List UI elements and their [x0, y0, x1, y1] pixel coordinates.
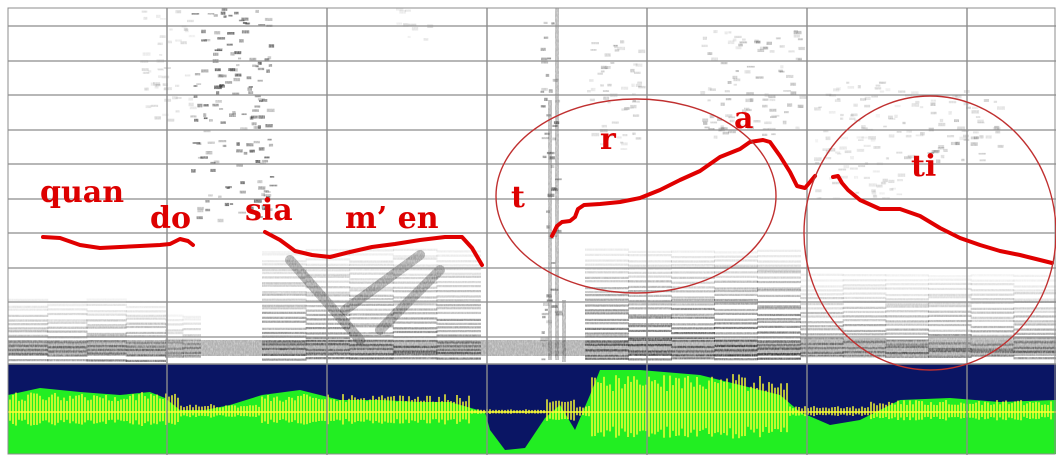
syllable-label-t: t — [511, 180, 525, 215]
pitch-segment-ti — [831, 174, 1054, 265]
syllable-label-quan: quan — [40, 175, 125, 210]
syllable-label-ti: ti — [911, 149, 937, 184]
waveform — [8, 364, 1056, 454]
syllable-label-r: r — [600, 122, 616, 157]
pitch-segment-siamen — [263, 230, 484, 267]
syllable-label-do: do — [150, 201, 191, 236]
highlight-circle-tra — [495, 98, 777, 294]
syllable-label-a: a — [734, 101, 754, 136]
pitch-segment-quando — [41, 235, 195, 250]
waveform-envelope — [8, 370, 1056, 454]
figure-border — [7, 7, 1056, 455]
highlight-circle-ti — [803, 95, 1056, 371]
highlight-circles — [495, 95, 1056, 371]
syllable-label-men: m’ en — [345, 201, 439, 236]
waveform-signal — [8, 374, 1056, 439]
spectrogram-grain — [8, 8, 1056, 364]
spectrogram — [8, 8, 1056, 364]
pitch-contour — [41, 138, 1054, 267]
grid — [7, 7, 1056, 455]
syllable-label-sia: sia — [245, 193, 293, 228]
pitch-segment-tra — [550, 138, 817, 238]
